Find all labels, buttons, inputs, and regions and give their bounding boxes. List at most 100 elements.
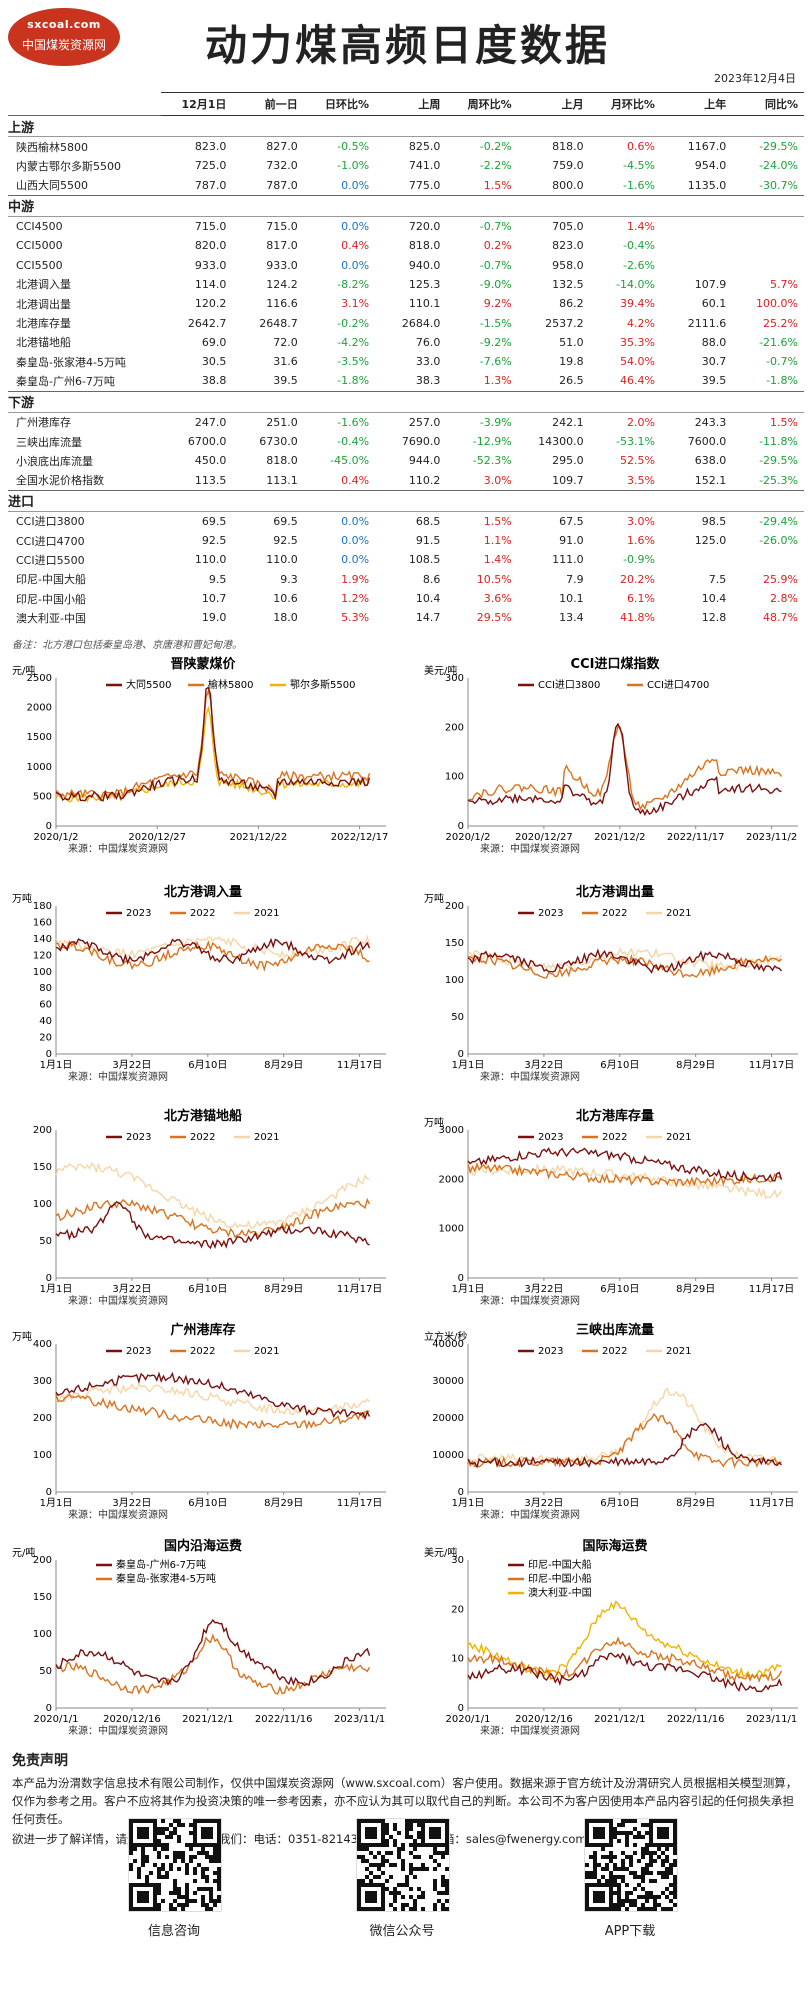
cell-value: [661, 216, 732, 236]
y-tick-label: 1000: [27, 762, 52, 773]
y-tick-label: 200: [33, 1125, 52, 1136]
cell-value: 3.5%: [627, 473, 655, 487]
cell-value: -2.6%: [623, 258, 655, 272]
chart-c1: 晋陕蒙煤价 元/吨 0 500 1000 1500 2000 2500 2020/1/2 2020…: [8, 652, 398, 874]
cell-value: 10.4: [701, 592, 727, 606]
chart-title: 北方港调出量: [576, 884, 654, 900]
y-tick-label: 0: [46, 1273, 52, 1284]
qr-caption-app: APP下载: [604, 1924, 656, 1939]
x-tick-label: 3月22日: [524, 1497, 563, 1509]
x-tick-label: 2020/12/16: [515, 1714, 573, 1725]
column-header: 日环比%: [303, 92, 376, 116]
cell-value: 67.5: [559, 514, 584, 528]
x-tick-label: 6月10日: [600, 1283, 639, 1295]
cell-value: 12.8: [701, 611, 727, 625]
cell-value: 3.1%: [341, 297, 370, 311]
column-header: 周环比%: [446, 92, 518, 116]
cell-value: 38.3: [415, 374, 441, 388]
cell-value: -1.0%: [337, 159, 370, 173]
cell-value: -0.5%: [337, 140, 370, 154]
y-unit-label: 元/吨: [12, 664, 35, 677]
qr-code-consult[interactable]: [128, 1818, 222, 1912]
y-tick-label: 30: [451, 1555, 464, 1566]
cell-value: -45.0%: [330, 454, 370, 468]
cell-value: 944.0: [408, 454, 441, 468]
cell-value: 113.1: [266, 473, 298, 487]
table-row: CCI4500 715.0 715.0 0.0% 720.0 -0.7% 705.0 1.4%: [8, 216, 804, 236]
y-tick-label: 200: [445, 722, 464, 733]
legend-label: 2021: [254, 1346, 279, 1357]
cell-value: 26.5: [559, 374, 584, 388]
x-tick-label: 2022/11/16: [667, 1714, 725, 1725]
cell-value: 638.0: [694, 454, 727, 468]
x-tick-label: 2022/11/17: [667, 832, 725, 843]
cell-value: -29.4%: [759, 514, 798, 528]
qr-code-app[interactable]: [584, 1818, 678, 1912]
x-tick-label: 2020/1/2: [34, 832, 79, 843]
cell-value: 1.5%: [483, 178, 512, 192]
qr-caption-consult: 信息咨询: [147, 1924, 200, 1939]
cell-value: -24.0%: [759, 159, 798, 173]
x-tick-label: 2020/12/16: [103, 1714, 161, 1725]
row-label: CCI进口4700: [16, 534, 85, 548]
cell-value: 111.0: [552, 553, 584, 567]
cell-value: -21.6%: [759, 335, 798, 349]
cell-value: 125.0: [694, 534, 727, 548]
cell-value: 1.5%: [483, 514, 512, 528]
cell-value: 39.5: [273, 374, 298, 388]
logo-name: 中国煤炭资源网: [21, 38, 106, 52]
x-tick-label: 1月1日: [452, 1497, 485, 1509]
cell-value: 5.7%: [770, 277, 798, 291]
cell-value: 0.4%: [341, 473, 370, 487]
cell-value: 14300.0: [538, 435, 584, 448]
cell-value: -4.5%: [623, 159, 655, 173]
report-header: sxcoal.com 中国煤炭资源网 动力煤高频日度数据 2023年12月4日: [0, 0, 812, 88]
row-label: 内蒙古鄂尔多斯5500: [16, 159, 121, 173]
x-tick-label: 6月10日: [188, 1283, 227, 1295]
cell-value: 787.0: [266, 178, 298, 192]
x-tick-label: 2021/12/1: [594, 1714, 645, 1725]
cell-value: 7690.0: [401, 435, 441, 448]
cell-value: 29.5%: [476, 611, 512, 625]
y-tick-label: 100: [445, 975, 464, 986]
y-tick-label: 10: [451, 1654, 464, 1665]
section-header: 上游: [8, 115, 804, 137]
legend-label: 2021: [254, 1132, 279, 1143]
cell-value: -2.2%: [479, 159, 512, 173]
cell-value: 705.0: [552, 220, 584, 234]
x-tick-label: 2021/12/22: [230, 832, 288, 843]
x-tick-label: 3月22日: [524, 1059, 563, 1071]
cell-value: 13.4: [559, 611, 584, 625]
cell-value: 25.9%: [763, 572, 798, 586]
cell-value: 787.0: [194, 178, 227, 192]
chart-source: 来源：中国煤炭资源网: [68, 1508, 168, 1521]
series-line: [55, 1633, 371, 1695]
cell-value: 1167.0: [687, 140, 727, 154]
chart-title: 北方港库存量: [576, 1108, 654, 1124]
row-label: 印尼-中国大船: [16, 573, 86, 587]
table-row: CCI5500 933.0 933.0 0.0% 940.0 -0.7% 958.0 -2.6…: [8, 255, 804, 274]
row-label: CCI进口5500: [16, 553, 85, 567]
section-title: 上游: [8, 115, 804, 137]
y-tick-label: 10000: [432, 1450, 464, 1461]
cell-value: 152.1: [694, 473, 727, 487]
y-tick-label: 50: [451, 1012, 464, 1023]
cell-value: 18.0: [273, 611, 298, 625]
chart-c5: 北方港锚地船 0 50 100 150 200 1月1日 3月22日 6月10日 8月29日 11月…: [8, 1104, 398, 1326]
section-header: 进口: [8, 489, 804, 512]
y-tick-label: 20: [451, 1604, 464, 1615]
chart-source: 来源：中国煤炭资源网: [480, 1508, 580, 1521]
table-row: 陕西榆林5800 823.0 827.0 -0.5% 825.0 -0.2% 818.0 0.…: [8, 137, 804, 157]
qr-pattern-icon: [129, 1819, 221, 1911]
cell-value: -25.3%: [759, 473, 798, 487]
cell-value: -29.5%: [759, 140, 798, 154]
chart-source: 来源：中国煤炭资源网: [68, 1294, 168, 1307]
chart-title: 国际海运费: [582, 1538, 647, 1554]
y-tick-label: 140: [33, 934, 52, 945]
qr-code-wechat[interactable]: [356, 1818, 450, 1912]
cell-value: 9.3: [280, 572, 298, 586]
x-tick-label: 2022/11/16: [255, 1714, 313, 1725]
